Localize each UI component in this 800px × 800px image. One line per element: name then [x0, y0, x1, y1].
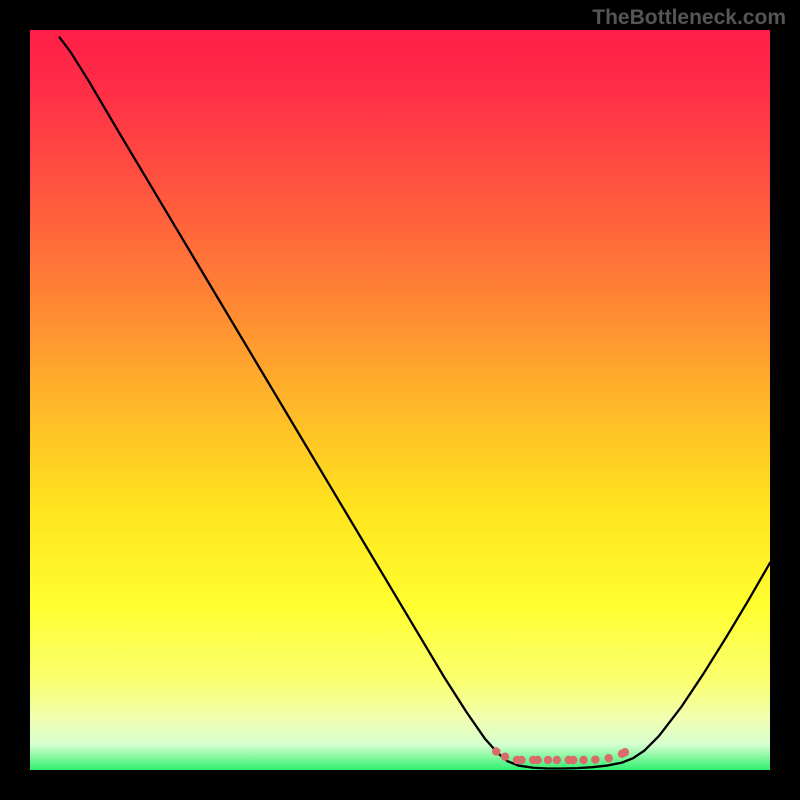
watermark-text: TheBottleneck.com	[592, 6, 786, 30]
chart-container: TheBottleneck.com	[0, 0, 800, 800]
bottleneck-curve-chart	[0, 0, 800, 800]
